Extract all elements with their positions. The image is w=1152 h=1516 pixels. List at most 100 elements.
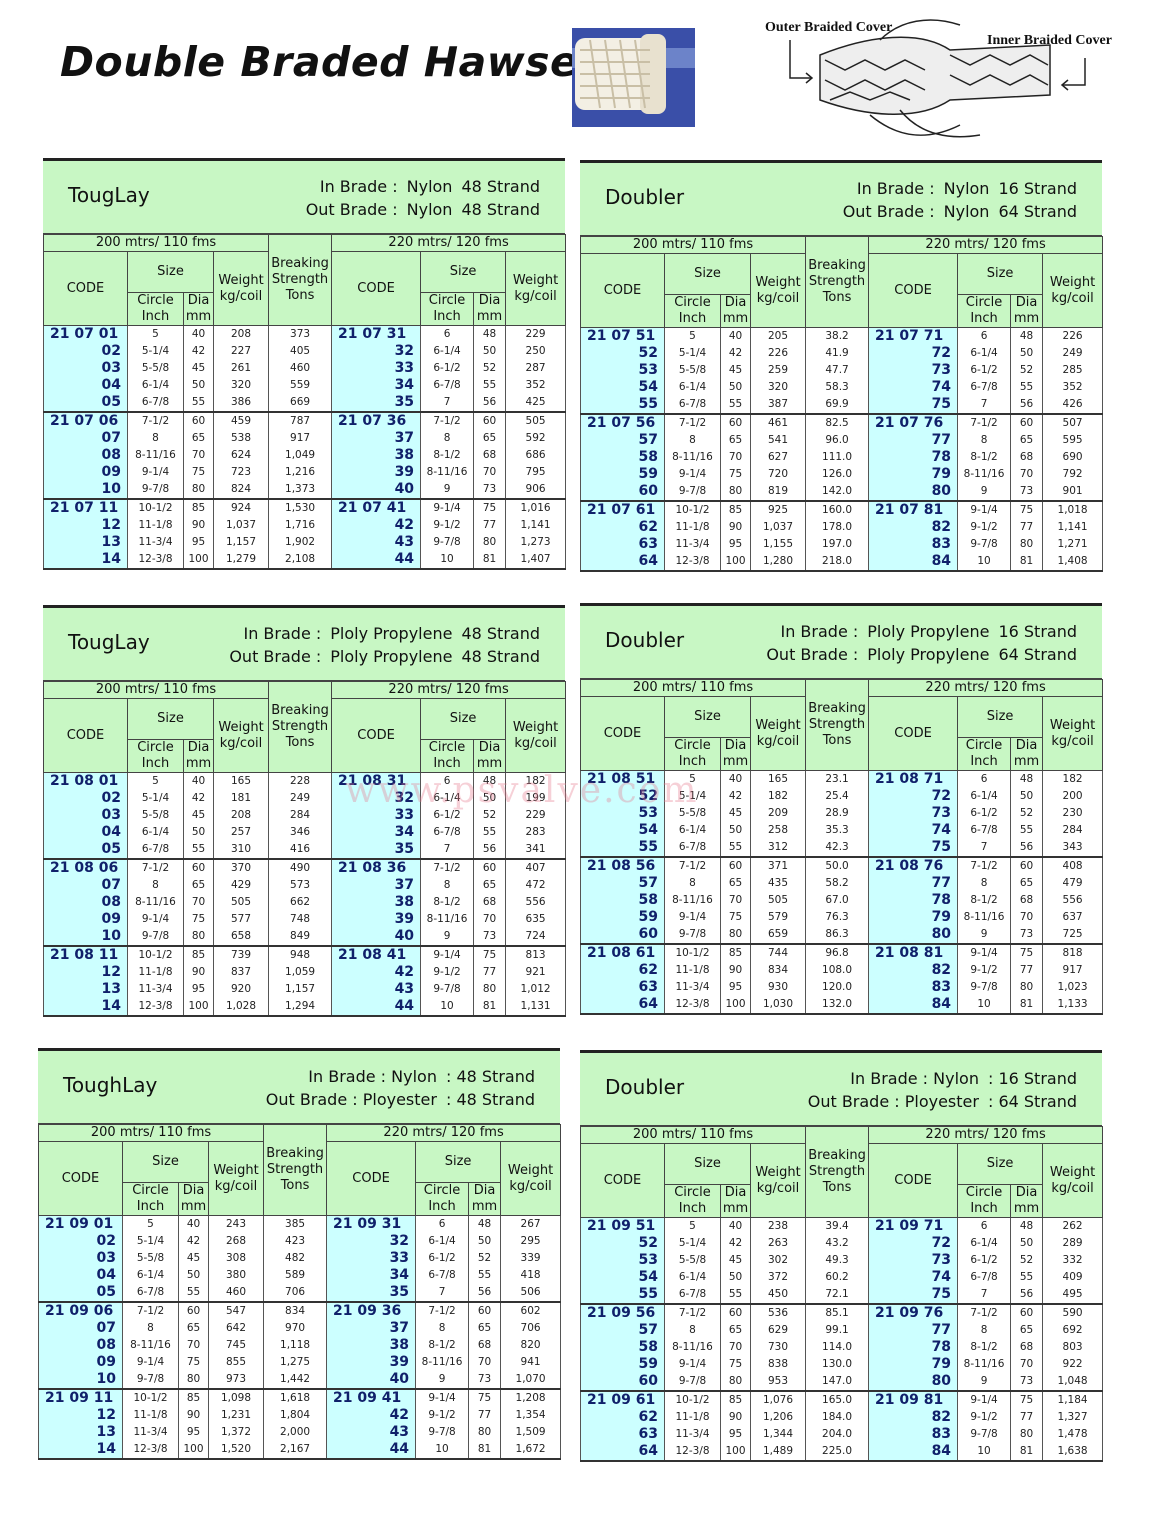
value-cell: 259 bbox=[749, 362, 807, 379]
value-cell: 8-1/2 bbox=[415, 1337, 470, 1354]
code-cell: 63 bbox=[580, 536, 665, 553]
code-cell: 21 08 06 bbox=[43, 859, 128, 877]
brade-line: Out Brade : Nylon 64 Strand bbox=[834, 200, 1077, 223]
value-cell: 73 bbox=[1010, 483, 1044, 502]
value-cell: 55 bbox=[1010, 822, 1044, 839]
data-row: 05 6-7/8 55 310 416 35 7 56 341 bbox=[43, 841, 567, 860]
value-cell: 52 bbox=[468, 1250, 502, 1267]
value-cell: 100 bbox=[183, 551, 214, 570]
value-cell: 8-1/2 bbox=[957, 1339, 1012, 1356]
brade-spec: In Brade : Ploly Propylene 16 Strand Out Br… bbox=[757, 620, 1077, 666]
brade-line: In Brade : Nylon 48 Strand bbox=[297, 175, 540, 198]
value-cell: 5-5/8 bbox=[122, 1250, 179, 1267]
data-row: 04 6-1/4 50 257 346 34 6-7/8 55 283 bbox=[43, 824, 567, 841]
code-cell: 82 bbox=[868, 962, 959, 979]
value-cell: 371 bbox=[749, 857, 807, 875]
brade-line: In Brade : Nylon 16 Strand bbox=[834, 177, 1077, 200]
data-row: 59 9-1/4 75 720 126.0 79 8-11/16 70 792 bbox=[580, 466, 1104, 483]
value-cell: 12-3/8 bbox=[122, 1441, 179, 1460]
value-cell: 70 bbox=[473, 911, 507, 928]
value-cell: 6-1/4 bbox=[127, 824, 184, 841]
code-cell: 64 bbox=[580, 553, 665, 572]
code-cell: 77 bbox=[868, 432, 959, 449]
spec-panel: TougLay In Brade : Nylon 48 Strand Out Brade… bbox=[42, 158, 567, 570]
value-cell: 405 bbox=[268, 343, 333, 360]
value-cell: 11-1/8 bbox=[122, 1407, 179, 1424]
value-cell: 409 bbox=[1042, 1269, 1104, 1286]
data-row: 08 8-11/16 70 745 1,118 38 8-1/2 68 820 bbox=[38, 1337, 562, 1354]
column-header: Circle Inch bbox=[957, 294, 1012, 328]
value-cell: 1,231 bbox=[207, 1407, 265, 1424]
value-cell: 42 bbox=[183, 343, 214, 360]
value-cell: 40 bbox=[183, 325, 214, 343]
code-cell: 21 09 01 bbox=[38, 1215, 123, 1233]
value-cell: 8-11/16 bbox=[957, 466, 1012, 483]
data-row: 21 07 06 7-1/2 60 459 787 21 07 36 7-1/2 60 505 bbox=[43, 412, 567, 430]
brade-part: Out Brade : bbox=[229, 647, 322, 666]
value-cell: 7-1/2 bbox=[415, 1302, 470, 1320]
value-cell: 55 bbox=[473, 824, 507, 841]
column-header: Circle Inch bbox=[664, 1184, 721, 1218]
column-header: Circle Inch bbox=[122, 1182, 179, 1216]
value-cell: 70 bbox=[1010, 909, 1044, 926]
data-row: 52 5-1/4 42 182 25.4 72 6-1/4 50 200 bbox=[580, 788, 1104, 805]
value-cell: 922 bbox=[1042, 1356, 1104, 1373]
value-cell: 77 bbox=[468, 1407, 502, 1424]
value-cell: 60 bbox=[473, 412, 507, 430]
value-cell: 80 bbox=[468, 1424, 502, 1441]
value-cell: 68 bbox=[1010, 1339, 1044, 1356]
data-row: 13 11-3/4 95 920 1,157 43 9-7/8 80 1,012 bbox=[43, 981, 567, 998]
value-cell: 90 bbox=[720, 519, 751, 536]
code-cell: 21 07 06 bbox=[43, 412, 128, 430]
data-row: 59 9-1/4 75 838 130.0 79 8-11/16 70 922 bbox=[580, 1356, 1104, 1373]
data-row: 12 11-1/8 90 1,037 1,716 42 9-1/2 77 1,141 bbox=[43, 517, 567, 534]
value-cell: 70 bbox=[473, 464, 507, 481]
value-cell: 10-1/2 bbox=[664, 501, 721, 519]
data-row: 21 08 51 5 40 165 23.1 21 08 71 6 48 182 bbox=[580, 770, 1104, 788]
code-cell: 21 09 76 bbox=[868, 1304, 959, 1322]
rope-photo bbox=[572, 28, 695, 127]
value-cell: 70 bbox=[720, 449, 751, 466]
value-cell: 60 bbox=[720, 1304, 751, 1322]
value-cell: 9-7/8 bbox=[664, 926, 721, 945]
header-row: 200 mtrs/ 110 fms Breaking Strength Tons 2… bbox=[579, 1126, 1104, 1218]
column-header: 220 mtrs/ 120 fms bbox=[868, 236, 1104, 254]
data-row: 21 07 11 10-1/2 85 924 1,530 21 07 41 9-1/4 75 1… bbox=[43, 499, 567, 517]
spec-table: 200 mtrs/ 110 fms Breaking Strength Tons 2… bbox=[579, 1126, 1104, 1462]
value-cell: 8-11/16 bbox=[420, 464, 475, 481]
value-cell: 85 bbox=[183, 946, 214, 964]
value-cell: 11-3/4 bbox=[127, 534, 184, 551]
value-cell: 6-1/4 bbox=[664, 379, 721, 396]
header-row: Circle Inch Dia mm Circle Inch Dia mm bbox=[581, 737, 1103, 771]
value-cell: 577 bbox=[212, 911, 270, 928]
value-cell: 505 bbox=[749, 892, 807, 909]
data-row: 10 9-7/8 80 824 1,373 40 9 73 906 bbox=[43, 481, 567, 500]
value-cell: 8 bbox=[122, 1320, 179, 1337]
value-cell: 73 bbox=[1010, 926, 1044, 945]
value-cell: 813 bbox=[505, 946, 567, 964]
column-header: Weight kg/coil bbox=[1042, 253, 1104, 328]
value-cell: 12-3/8 bbox=[127, 551, 184, 570]
value-cell: 429 bbox=[212, 877, 270, 894]
value-cell: 77 bbox=[1010, 1409, 1044, 1426]
code-cell: 21 08 11 bbox=[43, 946, 128, 964]
value-cell: 370 bbox=[212, 859, 270, 877]
brade-part: Nylon bbox=[943, 179, 990, 198]
value-cell: 9-1/4 bbox=[415, 1389, 470, 1407]
value-cell: 6-1/2 bbox=[420, 360, 475, 377]
column-header: Dia mm bbox=[178, 1182, 209, 1216]
value-cell: 10-1/2 bbox=[122, 1389, 179, 1407]
value-cell: 199 bbox=[505, 790, 567, 807]
value-cell: 40 bbox=[720, 770, 751, 788]
value-cell: 284 bbox=[1042, 822, 1104, 839]
value-cell: 65 bbox=[178, 1320, 209, 1337]
code-cell: 21 07 01 bbox=[43, 325, 128, 343]
value-cell: 77 bbox=[1010, 962, 1044, 979]
value-cell: 12-3/8 bbox=[664, 553, 721, 572]
value-cell: 6 bbox=[415, 1215, 470, 1233]
code-cell: 78 bbox=[868, 449, 959, 466]
data-row: 03 5-5/8 45 308 482 33 6-1/2 52 339 bbox=[38, 1250, 562, 1267]
column-header: Dia mm bbox=[1010, 737, 1044, 771]
code-cell: 59 bbox=[580, 1356, 665, 1373]
